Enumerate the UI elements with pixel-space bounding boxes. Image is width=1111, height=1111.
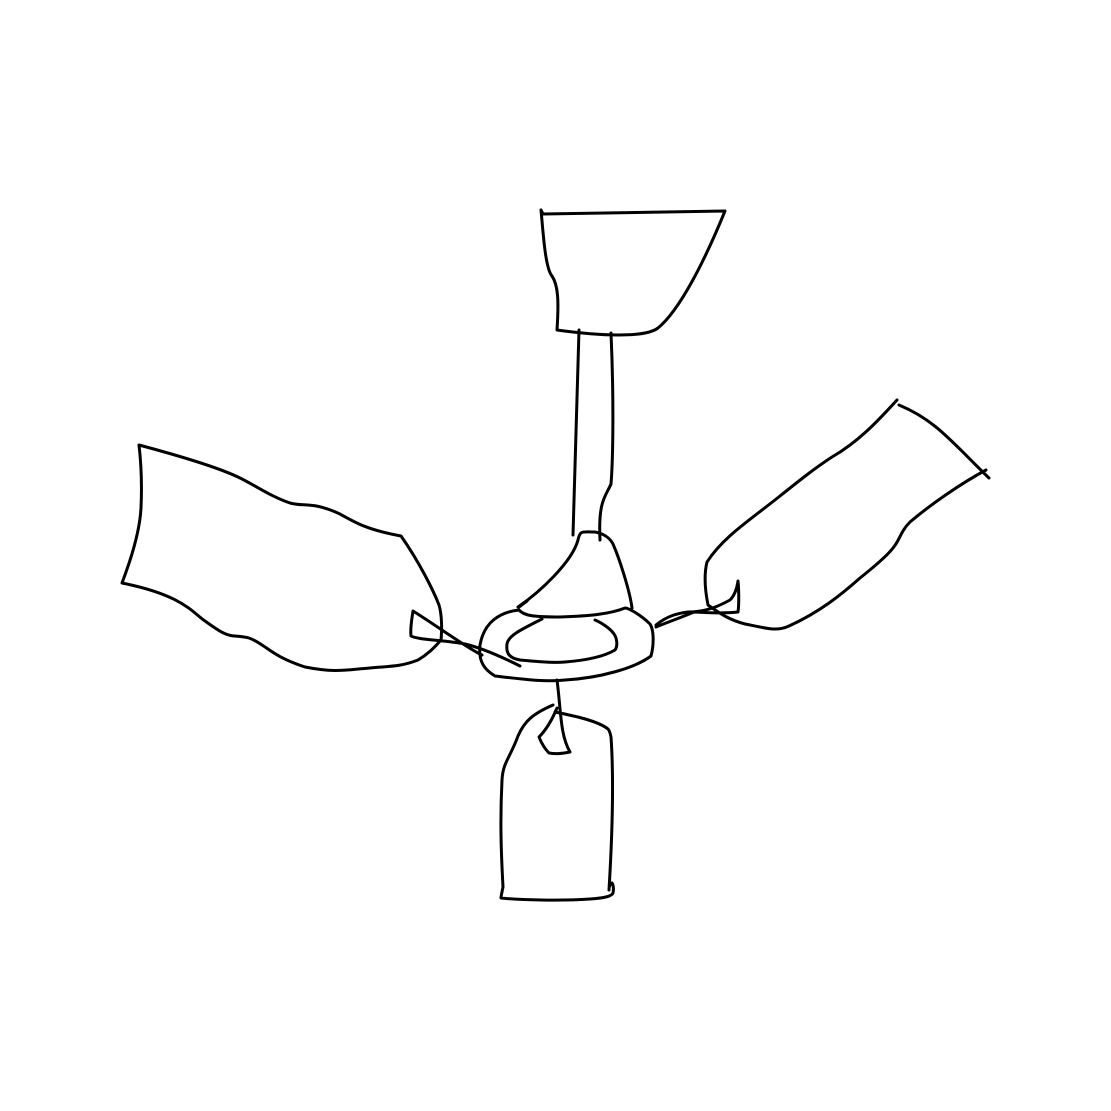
- left-blade-stroke: [120, 443, 444, 673]
- bottom-blade-stroke: [499, 703, 615, 902]
- downrod-right-stroke: [598, 331, 615, 542]
- hub-inner-ring-stroke: [505, 617, 619, 664]
- motor-housing-edge-stroke: [517, 599, 529, 609]
- motor-housing-stroke: [516, 530, 634, 610]
- right-bracket-stroke: [654, 579, 741, 629]
- sketch-strokes: [120, 208, 991, 902]
- left-bracket-stroke: [409, 609, 522, 668]
- hub-outer-ring-stroke: [478, 606, 655, 683]
- downrod-left-stroke: [571, 328, 581, 537]
- right-blade-tip-stroke: [897, 403, 991, 480]
- canopy-stroke: [539, 208, 727, 337]
- right-blade-stroke: [703, 398, 988, 631]
- bottom-bracket-stroke: [537, 678, 572, 756]
